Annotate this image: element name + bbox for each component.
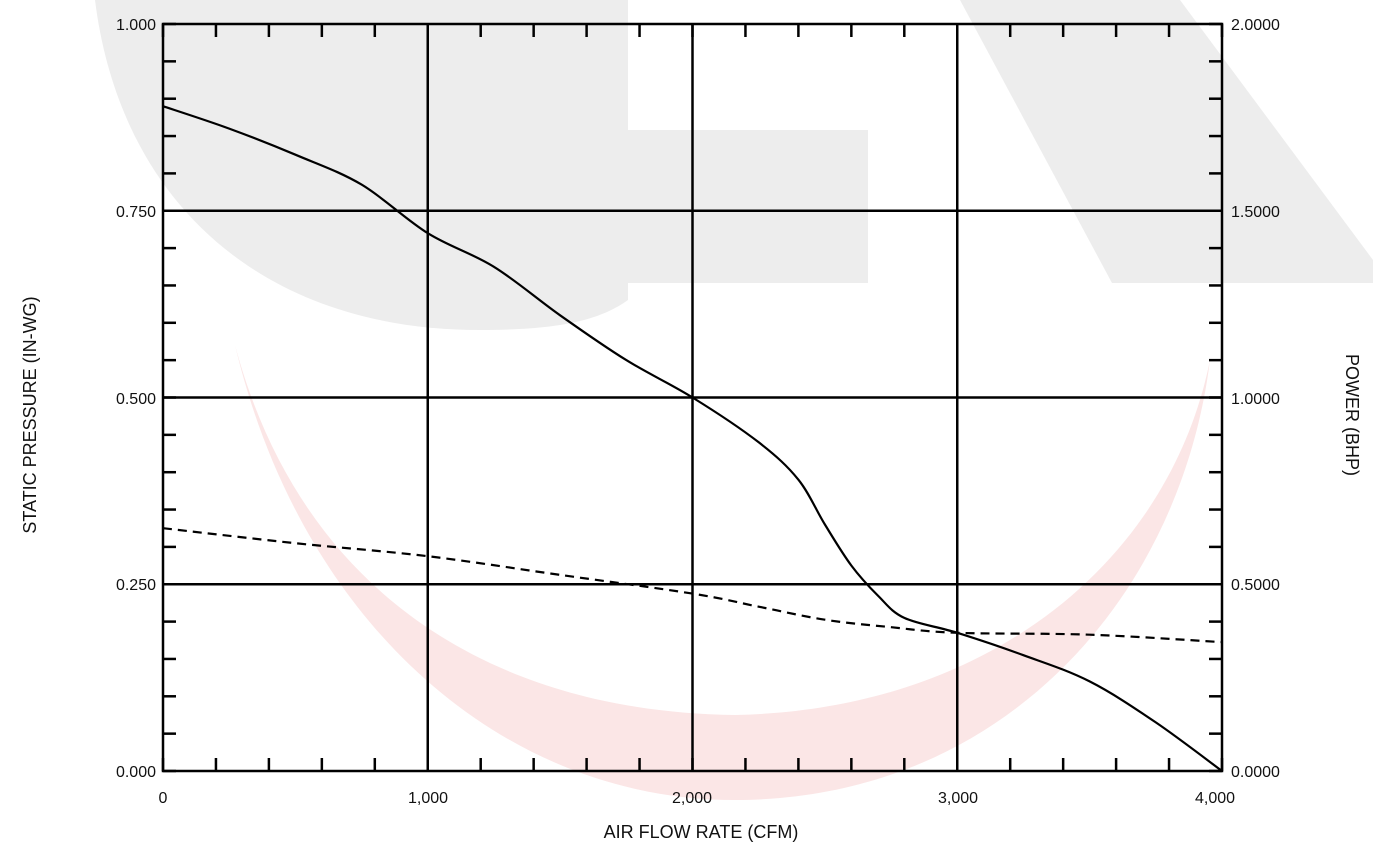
- watermark-shape: [235, 345, 1210, 800]
- series-lines: [162, 105, 1223, 772]
- y2-tick-label: 1.5000: [1231, 204, 1280, 221]
- tick-marks: [161, 22, 1224, 773]
- x-tick-label: 0: [159, 790, 168, 807]
- y-tick-label: 0.250: [116, 577, 156, 594]
- power-curve: [162, 527, 1223, 644]
- watermark-shape: [628, 130, 868, 283]
- y2-axis-title: POWER (BHP): [1342, 354, 1362, 476]
- x-tick-label: 2,000: [672, 790, 712, 807]
- static-pressure-curve: [162, 105, 1223, 772]
- x-tick-label: 1,000: [408, 790, 448, 807]
- y2-tick-label: 0.0000: [1231, 764, 1280, 781]
- y2-tick-label: 0.5000: [1231, 577, 1280, 594]
- watermark-shape: [95, 0, 628, 330]
- x-axis-title: AIR FLOW RATE (CFM): [604, 822, 799, 842]
- watermark: [95, 0, 1373, 800]
- x-tick-label: 4,000: [1195, 790, 1235, 807]
- y-tick-label: 0.000: [116, 764, 156, 781]
- y2-tick-label: 1.0000: [1231, 391, 1280, 408]
- y-tick-label: 1.000: [116, 17, 156, 34]
- y2-tick-label: 2.0000: [1231, 17, 1280, 34]
- y-tick-label: 0.750: [116, 204, 156, 221]
- y-tick-label: 0.500: [116, 391, 156, 408]
- x-tick-label: 3,000: [938, 790, 978, 807]
- y-axis-title: STATIC PRESSURE (IN-WG): [20, 296, 40, 533]
- watermark-shape: [960, 0, 1373, 283]
